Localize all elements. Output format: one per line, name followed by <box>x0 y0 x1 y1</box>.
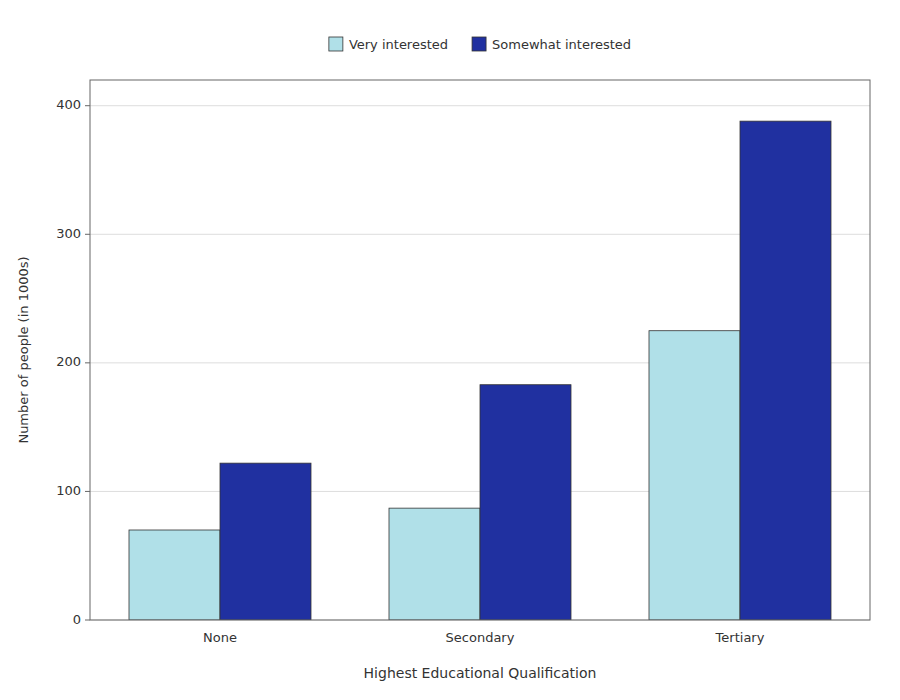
y-tick <box>85 362 90 363</box>
y-tick-label: 100 <box>56 483 81 498</box>
grid-line <box>90 105 870 106</box>
y-axis: 0 100 200 300 400 <box>56 97 90 626</box>
y-tick <box>85 234 90 235</box>
grid <box>90 106 870 620</box>
bar <box>389 508 480 620</box>
y-tick-label: 0 <box>73 612 81 627</box>
plot-frame <box>90 80 870 620</box>
legend-label: Very interested <box>349 37 448 52</box>
legend: Very interested Somewhat interested <box>329 37 631 52</box>
y-tick-label: 300 <box>56 226 81 241</box>
bar <box>740 121 831 620</box>
y-tick-label: 200 <box>56 354 81 369</box>
y-tick <box>85 105 90 106</box>
y-tick <box>85 620 90 621</box>
bar <box>129 530 220 620</box>
x-tick-label: None <box>203 630 237 645</box>
bar <box>480 385 571 620</box>
y-axis-label: Number of people (in 1000s) <box>16 256 31 443</box>
legend-swatch <box>472 37 486 51</box>
y-tick <box>85 491 90 492</box>
legend-swatch <box>329 37 343 51</box>
y-tick-label: 400 <box>56 97 81 112</box>
bar <box>649 331 740 620</box>
x-axis-label: Highest Educational Qualification <box>364 665 597 681</box>
x-tick-label: Secondary <box>446 630 515 645</box>
bars <box>129 121 831 620</box>
legend-label: Somewhat interested <box>492 37 631 52</box>
bar <box>220 463 311 620</box>
x-tick-label: Tertiary <box>715 630 765 645</box>
chart-container: 0 100 200 300 400 None Secondary Tertiary Highes… <box>0 0 900 700</box>
x-axis: None Secondary Tertiary <box>203 630 765 645</box>
chart-svg: 0 100 200 300 400 None Secondary Tertiary Highes… <box>0 0 900 700</box>
